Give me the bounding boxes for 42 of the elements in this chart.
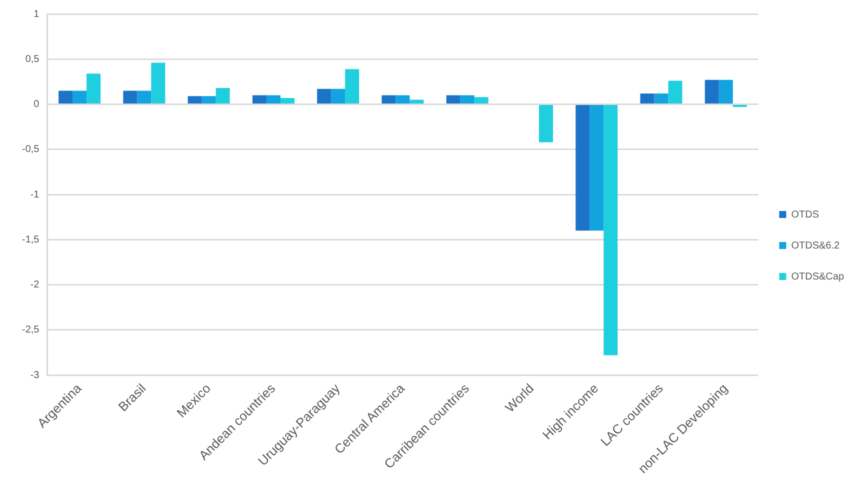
bar	[317, 88, 332, 104]
bar	[538, 105, 553, 142]
y-tick-label: 0,5	[25, 54, 40, 65]
bar	[640, 93, 654, 104]
bar	[382, 95, 396, 104]
bar	[590, 105, 604, 231]
bar	[331, 88, 346, 104]
bar	[474, 97, 488, 104]
y-tick-label: -3	[30, 370, 40, 381]
y-tick-label: -0,5	[22, 144, 40, 156]
bar	[668, 80, 682, 104]
bar	[576, 105, 590, 231]
bar	[718, 80, 733, 104]
y-tick-label: -1,5	[22, 234, 40, 246]
bar	[654, 93, 668, 104]
bar	[460, 95, 474, 104]
legend-label: OTDS&6.2	[791, 240, 840, 252]
bar	[345, 69, 360, 104]
bar	[410, 100, 424, 104]
legend-label: OTDS	[791, 209, 820, 220]
bar	[446, 95, 460, 104]
bar	[86, 74, 101, 104]
bar	[266, 95, 280, 104]
bar	[188, 96, 202, 104]
y-tick-label: 1	[34, 8, 40, 20]
bar	[604, 105, 618, 356]
bar	[280, 98, 294, 104]
y-tick-label: 0	[34, 99, 40, 110]
bar	[58, 90, 73, 104]
bar	[704, 80, 719, 104]
y-tick-label: -1	[30, 189, 40, 200]
bar	[151, 62, 166, 104]
bar	[137, 90, 152, 104]
bar	[72, 90, 87, 104]
bar	[252, 95, 266, 104]
y-tick-label: -2,5	[22, 324, 40, 336]
legend-label: OTDS&Cap	[791, 271, 844, 282]
bar	[123, 90, 138, 104]
y-tick-label: -2	[30, 280, 40, 291]
bar	[396, 95, 410, 104]
bar	[216, 88, 230, 104]
bar	[202, 96, 216, 104]
